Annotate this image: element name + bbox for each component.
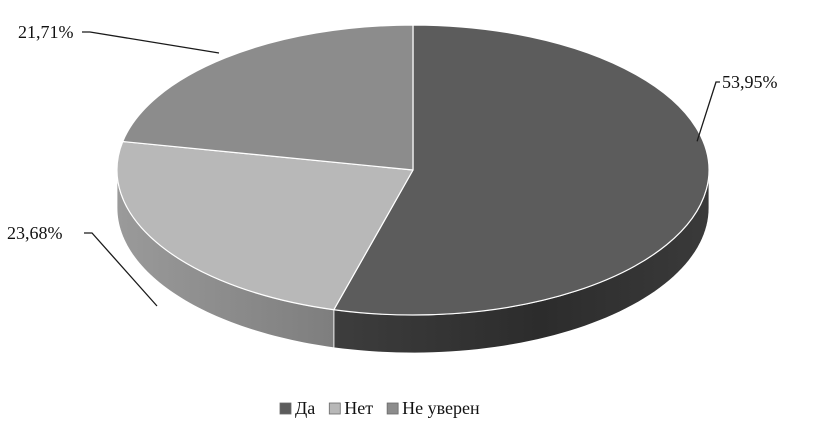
data-label-0: 53,95%: [722, 72, 778, 92]
data-label-2: 21,71%: [18, 22, 74, 42]
legend-swatch-1: [328, 402, 341, 415]
legend-label-2: Не уверен: [402, 398, 480, 418]
leader-line-2: [82, 31, 220, 54]
pie-slice-1: [116, 140, 414, 311]
legend-swatch-2: [386, 402, 399, 415]
data-label-1: 23,68%: [7, 223, 63, 243]
legend-label-1: Нет: [344, 398, 373, 418]
legend-swatch-0: [279, 402, 292, 415]
data-labels: 53,95% 23,68% 21,71%: [7, 22, 778, 307]
pie-slice-2: [122, 24, 414, 171]
pie-slice-0: [333, 24, 710, 316]
pie-slices: [116, 24, 710, 316]
legend: Да Нет Не уверен: [279, 398, 480, 418]
leader-line-0: [696, 81, 720, 142]
legend-label-0: Да: [295, 398, 315, 418]
leader-line-1: [84, 232, 158, 307]
